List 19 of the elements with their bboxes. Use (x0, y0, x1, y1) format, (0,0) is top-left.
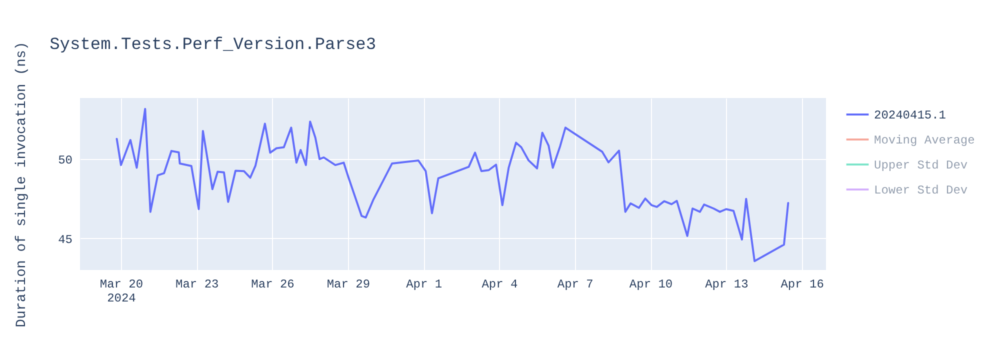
chart-title: System.Tests.Perf_Version.Parse3 (50, 36, 376, 56)
x-tick-label: Apr 7 (557, 278, 594, 292)
x-tick-label: Apr 4 (482, 278, 518, 292)
y-tick-label: 50 (58, 154, 72, 168)
x-tick-label: Apr 16 (780, 278, 824, 292)
line-series (116, 108, 790, 262)
x-tick-label: Mar 29 (326, 278, 370, 292)
y-axis-title: Duration of single invocation (ns) (14, 42, 30, 328)
legend-label: 20240415.1 (874, 108, 946, 122)
x-tick-label: Mar 26 (251, 278, 294, 292)
legend-label: Moving Average (874, 134, 975, 148)
x-tick-label: Mar 20 2024 (100, 278, 144, 306)
y-tick-label: 45 (58, 232, 72, 247)
legend-label: Lower Std Dev (874, 184, 968, 198)
x-tick-label: Apr 13 (705, 278, 748, 292)
x-tick-label: Apr 1 (406, 278, 442, 292)
x-tick-label: Apr 10 (629, 278, 673, 292)
legend-label: Upper Std Dev (874, 158, 968, 172)
x-tick-label: Mar 23 (176, 278, 219, 292)
